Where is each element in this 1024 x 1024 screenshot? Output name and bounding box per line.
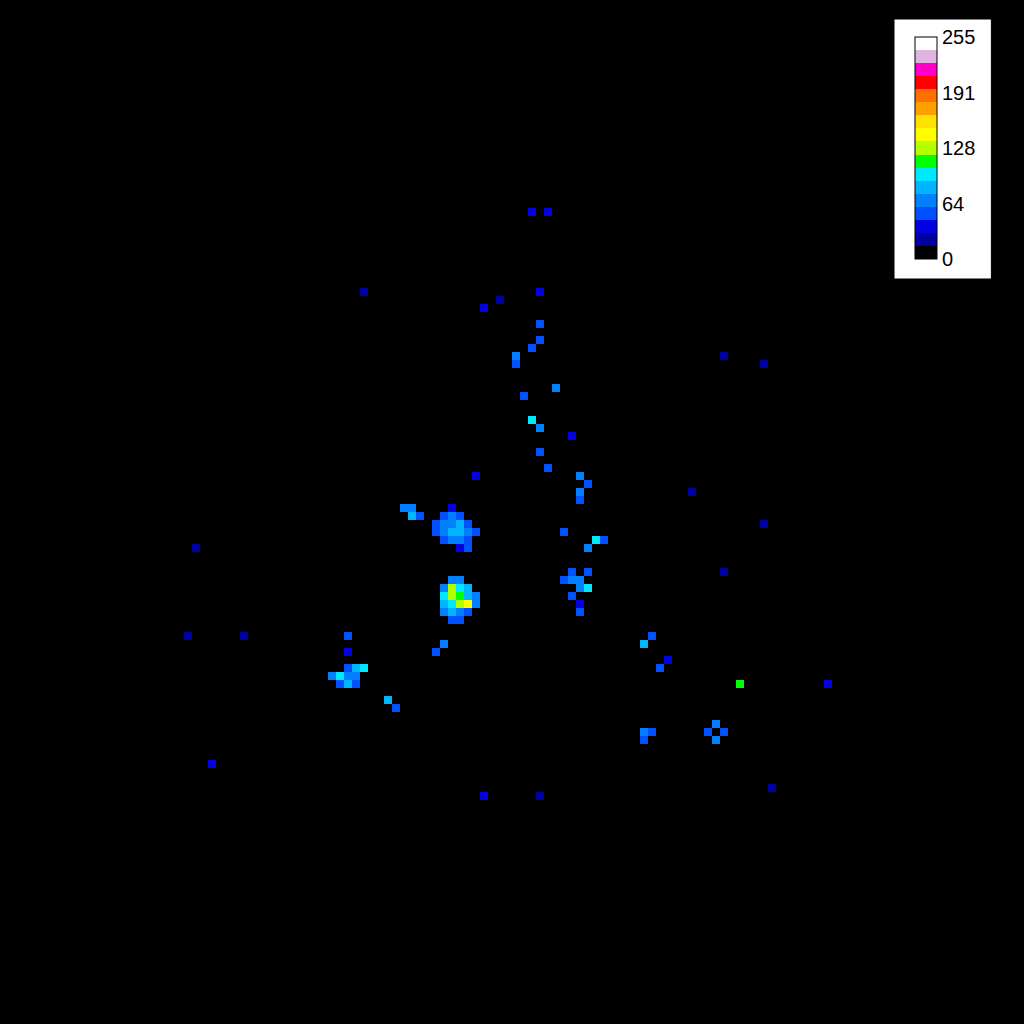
svg-text:128: 128: [942, 137, 975, 159]
svg-text:64: 64: [942, 193, 964, 215]
svg-text:0: 0: [942, 248, 953, 270]
svg-text:255: 255: [942, 26, 975, 48]
svg-text:191: 191: [942, 82, 975, 104]
